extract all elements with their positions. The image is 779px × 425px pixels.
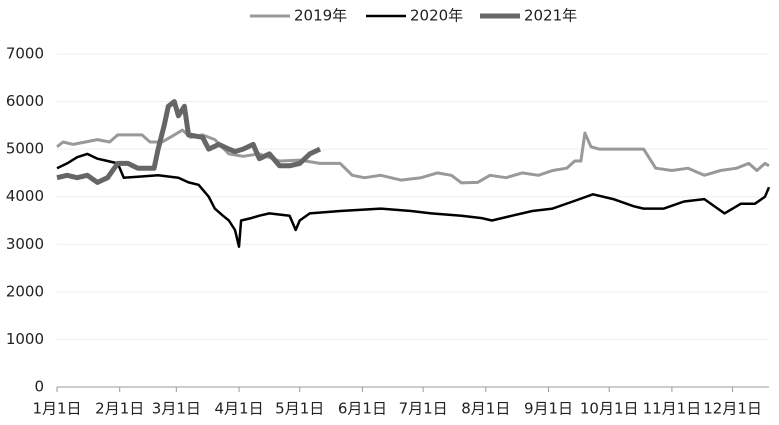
y-tick-label: 4000 — [6, 187, 44, 205]
x-tick-label: 12月1日 — [703, 400, 762, 418]
x-tick-label: 3月1日 — [152, 400, 201, 418]
legend-label: 2020年 — [410, 7, 463, 25]
legend-label: 2019年 — [294, 7, 347, 25]
x-tick-label: 6月1日 — [338, 400, 387, 418]
x-tick-label: 4月1日 — [214, 400, 263, 418]
x-tick-label: 10月1日 — [580, 400, 639, 418]
y-tick-label: 3000 — [6, 235, 44, 253]
y-tick-label: 2000 — [6, 282, 44, 300]
x-tick-label: 7月1日 — [399, 400, 448, 418]
x-tick-label: 1月1日 — [32, 400, 81, 418]
y-tick-label: 7000 — [6, 45, 44, 63]
x-tick-label: 9月1日 — [524, 400, 573, 418]
x-tick-label: 5月1日 — [275, 400, 324, 418]
series-line — [56, 99, 322, 185]
y-tick-label: 5000 — [6, 140, 44, 158]
x-tick-label: 11月1日 — [643, 400, 702, 418]
series-line — [56, 128, 770, 185]
series-line — [56, 152, 771, 248]
x-tick-label: 2月1日 — [95, 400, 144, 418]
legend-label: 2021年 — [524, 7, 577, 25]
y-tick-label: 6000 — [6, 92, 44, 110]
y-tick-label: 0 — [34, 378, 44, 396]
y-tick-label: 1000 — [6, 330, 44, 348]
x-tick-label: 8月1日 — [461, 400, 510, 418]
